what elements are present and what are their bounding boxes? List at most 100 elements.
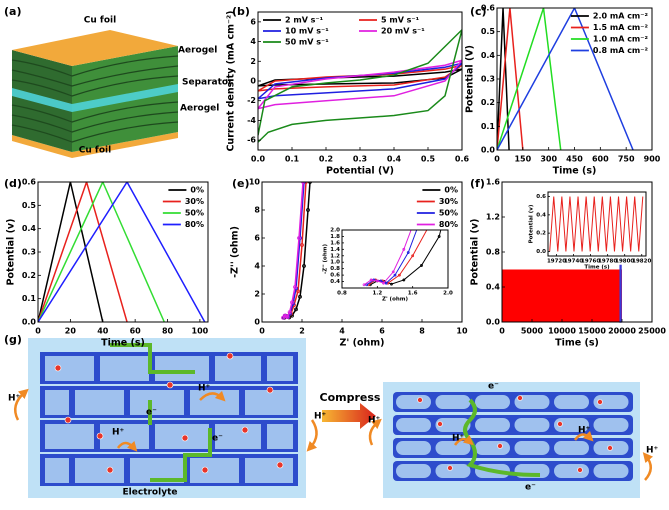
point xyxy=(390,282,393,286)
cell xyxy=(215,424,261,449)
x-tick-label: 1.6 xyxy=(408,291,418,297)
series-line xyxy=(38,182,206,322)
y-tick-label: 0.4 xyxy=(22,224,37,233)
series-line xyxy=(38,182,128,322)
cells xyxy=(393,392,633,481)
inset-bg xyxy=(342,230,448,288)
legend-label: 50% xyxy=(185,209,204,218)
layers xyxy=(11,55,179,143)
label: H⁺ xyxy=(368,416,381,426)
y-tick-label: 0.4 xyxy=(486,283,501,292)
series-line xyxy=(497,8,524,150)
series-line xyxy=(497,8,634,150)
y-tick-label: 0.3 xyxy=(22,248,36,257)
x-axis-title: Time (s) xyxy=(555,338,599,349)
x-tick-label: 6 xyxy=(379,327,385,336)
x-axis-title: Potential (V) xyxy=(326,166,394,177)
label: H⁺ xyxy=(578,426,591,436)
point xyxy=(285,315,290,320)
plot-frame xyxy=(261,181,463,323)
x-tick-label: 2.0 xyxy=(443,291,453,297)
panel-label: (g) xyxy=(4,333,22,346)
cell xyxy=(554,418,589,432)
x-tick-label: 0 xyxy=(35,327,41,336)
panel-label: (e) xyxy=(232,177,250,190)
cell xyxy=(435,464,471,478)
legend-label: 20 mV s⁻¹ xyxy=(381,27,425,36)
cell xyxy=(396,441,431,455)
x-tick-label: 8 xyxy=(419,327,425,336)
y-tick-label: 0 xyxy=(254,318,260,327)
cell xyxy=(45,424,94,449)
y-tick-label: 0.0 xyxy=(22,318,37,327)
panel-label: (a) xyxy=(4,5,21,18)
y-tick-label: 0.5 xyxy=(481,27,496,36)
legend-label: 10 mV s⁻¹ xyxy=(285,27,329,36)
x-tick-label: 0.6 xyxy=(455,155,470,164)
legend-label: 2 mV s⁻¹ xyxy=(285,16,324,25)
series-line xyxy=(38,182,165,322)
x-tick-label: 150 xyxy=(514,155,531,164)
point xyxy=(402,278,406,282)
point xyxy=(447,116,449,118)
y-tick-label: 0.8 xyxy=(486,248,501,257)
x-tick-label: 20000 xyxy=(608,327,636,336)
label: H⁺ xyxy=(452,434,465,444)
schematic-g: (g) Compress Electrolyte xyxy=(4,333,654,498)
y-axis-title: Potential (v) xyxy=(529,204,535,243)
x-axis-title: Time (s) xyxy=(101,338,145,349)
x-tick-label: 0.5 xyxy=(421,155,436,164)
series-line xyxy=(258,62,462,100)
legend-label: 30% xyxy=(185,197,204,206)
cell xyxy=(190,458,239,483)
cell xyxy=(475,418,510,432)
cell xyxy=(554,441,589,455)
y-axis-title: Potential (v) xyxy=(6,219,17,286)
y-tick-label: 10 xyxy=(249,178,261,187)
x-tick-label: 0.4 xyxy=(387,155,402,164)
point xyxy=(456,165,458,167)
cell xyxy=(155,424,209,449)
legend-label: 2.0 mA cm⁻² xyxy=(593,12,649,21)
y-tick-label: -6 xyxy=(247,136,256,145)
legend-label: 0.8 mA cm⁻² xyxy=(593,46,649,55)
point xyxy=(411,254,415,258)
y-tick-label: 0.3 xyxy=(481,75,495,84)
label: e⁻ xyxy=(525,483,536,493)
x-tick-label: 0.2 xyxy=(319,155,333,164)
label: Separator xyxy=(182,78,233,88)
point xyxy=(308,182,312,184)
point xyxy=(301,182,305,184)
x-tick-label: 0.8 xyxy=(337,291,347,297)
plot-frame xyxy=(37,181,209,323)
y-tick-label: 4 xyxy=(254,262,260,271)
x-tick-label: 15000 xyxy=(578,327,606,336)
point xyxy=(306,208,310,212)
cell xyxy=(514,418,550,432)
y-tick-label: 2 xyxy=(254,290,260,299)
label: H⁺ xyxy=(8,394,21,404)
label: H⁺ xyxy=(646,446,659,456)
label: H⁺ xyxy=(314,412,327,422)
cell xyxy=(100,424,149,449)
cell xyxy=(435,395,471,409)
cell xyxy=(245,390,293,415)
x-tick-label: 19800 xyxy=(615,259,634,265)
point xyxy=(362,283,366,287)
point xyxy=(297,236,301,240)
x-tick-label: 20 xyxy=(65,327,77,336)
series-line xyxy=(283,182,311,319)
x-tick-label: 900 xyxy=(644,155,661,164)
point xyxy=(300,243,304,247)
point xyxy=(398,273,401,277)
cell xyxy=(267,356,293,381)
y-tick-label: 0.0 xyxy=(481,146,496,155)
point xyxy=(369,278,373,282)
ions xyxy=(54,352,613,474)
x-tick-label: 10000 xyxy=(548,327,576,336)
legend-label: 1.5 mA cm⁻² xyxy=(593,23,649,32)
legend-label: 1.0 mA cm⁻² xyxy=(593,35,649,44)
plot-frame xyxy=(341,229,449,289)
cell xyxy=(396,418,431,432)
highlight-box xyxy=(619,264,622,323)
